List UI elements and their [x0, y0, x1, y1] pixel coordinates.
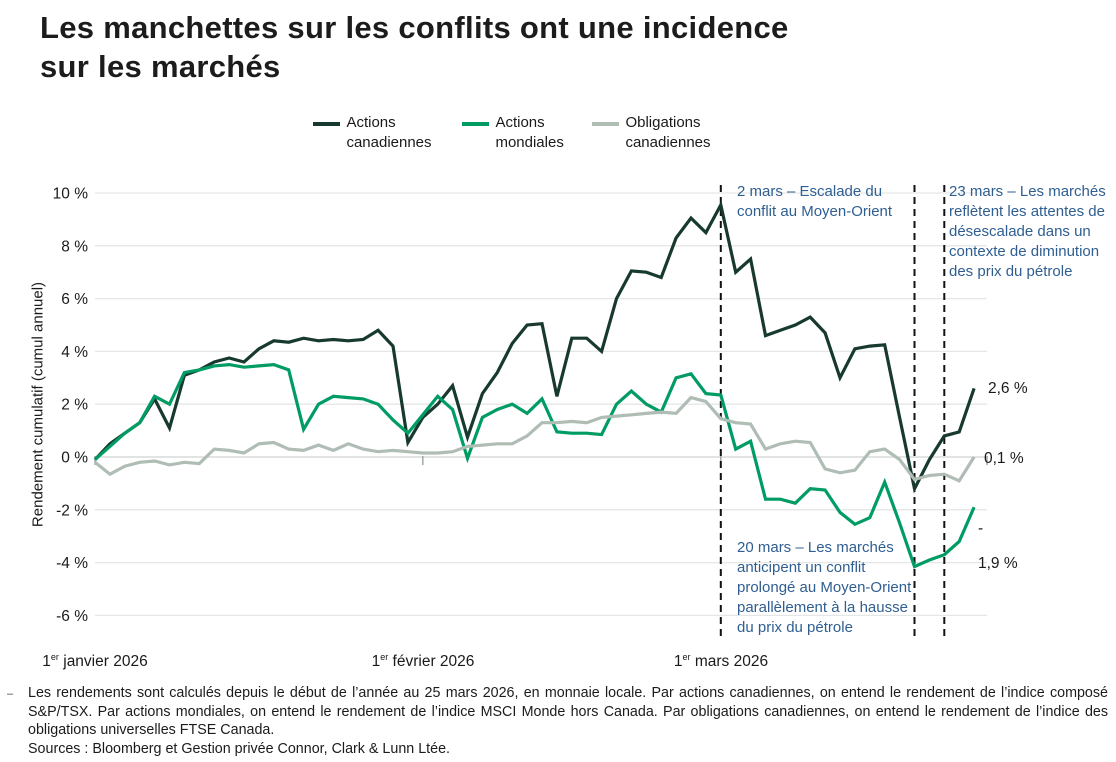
x-axis-tick-march: 1er mars 2026	[673, 652, 769, 671]
y-axis-tick-label: -6 %	[56, 608, 88, 625]
y-axis-tick-label: 8 %	[61, 238, 88, 255]
y-axis-tick-label: -4 %	[56, 555, 88, 572]
series-line-obligations-canadiennes	[94, 395, 976, 483]
y-axis-tick-label: 0 %	[61, 450, 88, 467]
y-axis-title: Rendement cumulatif (cumul annuel)	[29, 281, 47, 528]
footnote-marker: –	[7, 688, 14, 700]
page-title: Les manchettes sur les conflits ont une …	[40, 8, 1050, 86]
annotation-23-mars: 23 mars – Les marchés reflètent les atte…	[949, 183, 1106, 280]
annotation-2-mars: 2 mars – Escalade du conflit au Moyen-Or…	[737, 183, 893, 220]
series-line-actions-canadiennes	[93, 200, 976, 494]
legend-label: Actions canadiennes	[346, 114, 432, 151]
legend-swatch-actions-mondiales	[462, 122, 489, 126]
y-axis-tick-label: -2 %	[56, 502, 88, 519]
y-axis-tick-label: 2 %	[61, 397, 88, 414]
page-title-line1: Les manchettes sur les conflits ont une …	[40, 10, 789, 45]
legend-item-obligations-canadiennes: Obligations canadiennes	[592, 113, 735, 153]
legend-label: Obligations canadiennes	[625, 114, 711, 151]
legend-item-actions-mondiales: Actions mondiales	[462, 113, 580, 153]
y-axis-tick-label: 4 %	[61, 344, 88, 361]
legend-swatch-obligations-canadiennes	[592, 122, 619, 126]
end-label-actions-mondiales: - 1,9 %	[978, 511, 1018, 581]
legend-item-actions-canadiennes: Actions canadiennes	[313, 113, 441, 153]
series-line-actions-mondiales	[93, 362, 976, 569]
y-axis-tick-label: 6 %	[61, 291, 88, 308]
x-axis-tick-february: 1er février 2026	[371, 652, 475, 671]
annotation-20-mars: 20 mars – Les marchés anticipent un conf…	[737, 539, 912, 636]
page-title-line2: sur les marchés	[40, 49, 281, 84]
footnote-text: Les rendements sont calculés depuis le d…	[28, 685, 1108, 739]
x-axis-tick-january: 1er janvier 2026	[42, 652, 148, 671]
legend-label: Actions mondiales	[495, 114, 564, 151]
end-label-obligations-canadiennes: 0,1 %	[984, 450, 1024, 467]
sources-text: Sources : Bloomberg et Gestion privée Co…	[28, 741, 450, 757]
legend-swatch-actions-canadiennes	[313, 122, 340, 126]
y-axis-tick-label: 10 %	[53, 186, 89, 203]
end-label-value: 1,9 %	[978, 555, 1018, 572]
end-label-actions-canadiennes: 2,6 %	[988, 380, 1028, 397]
end-label-minus-sign: -	[978, 520, 984, 537]
